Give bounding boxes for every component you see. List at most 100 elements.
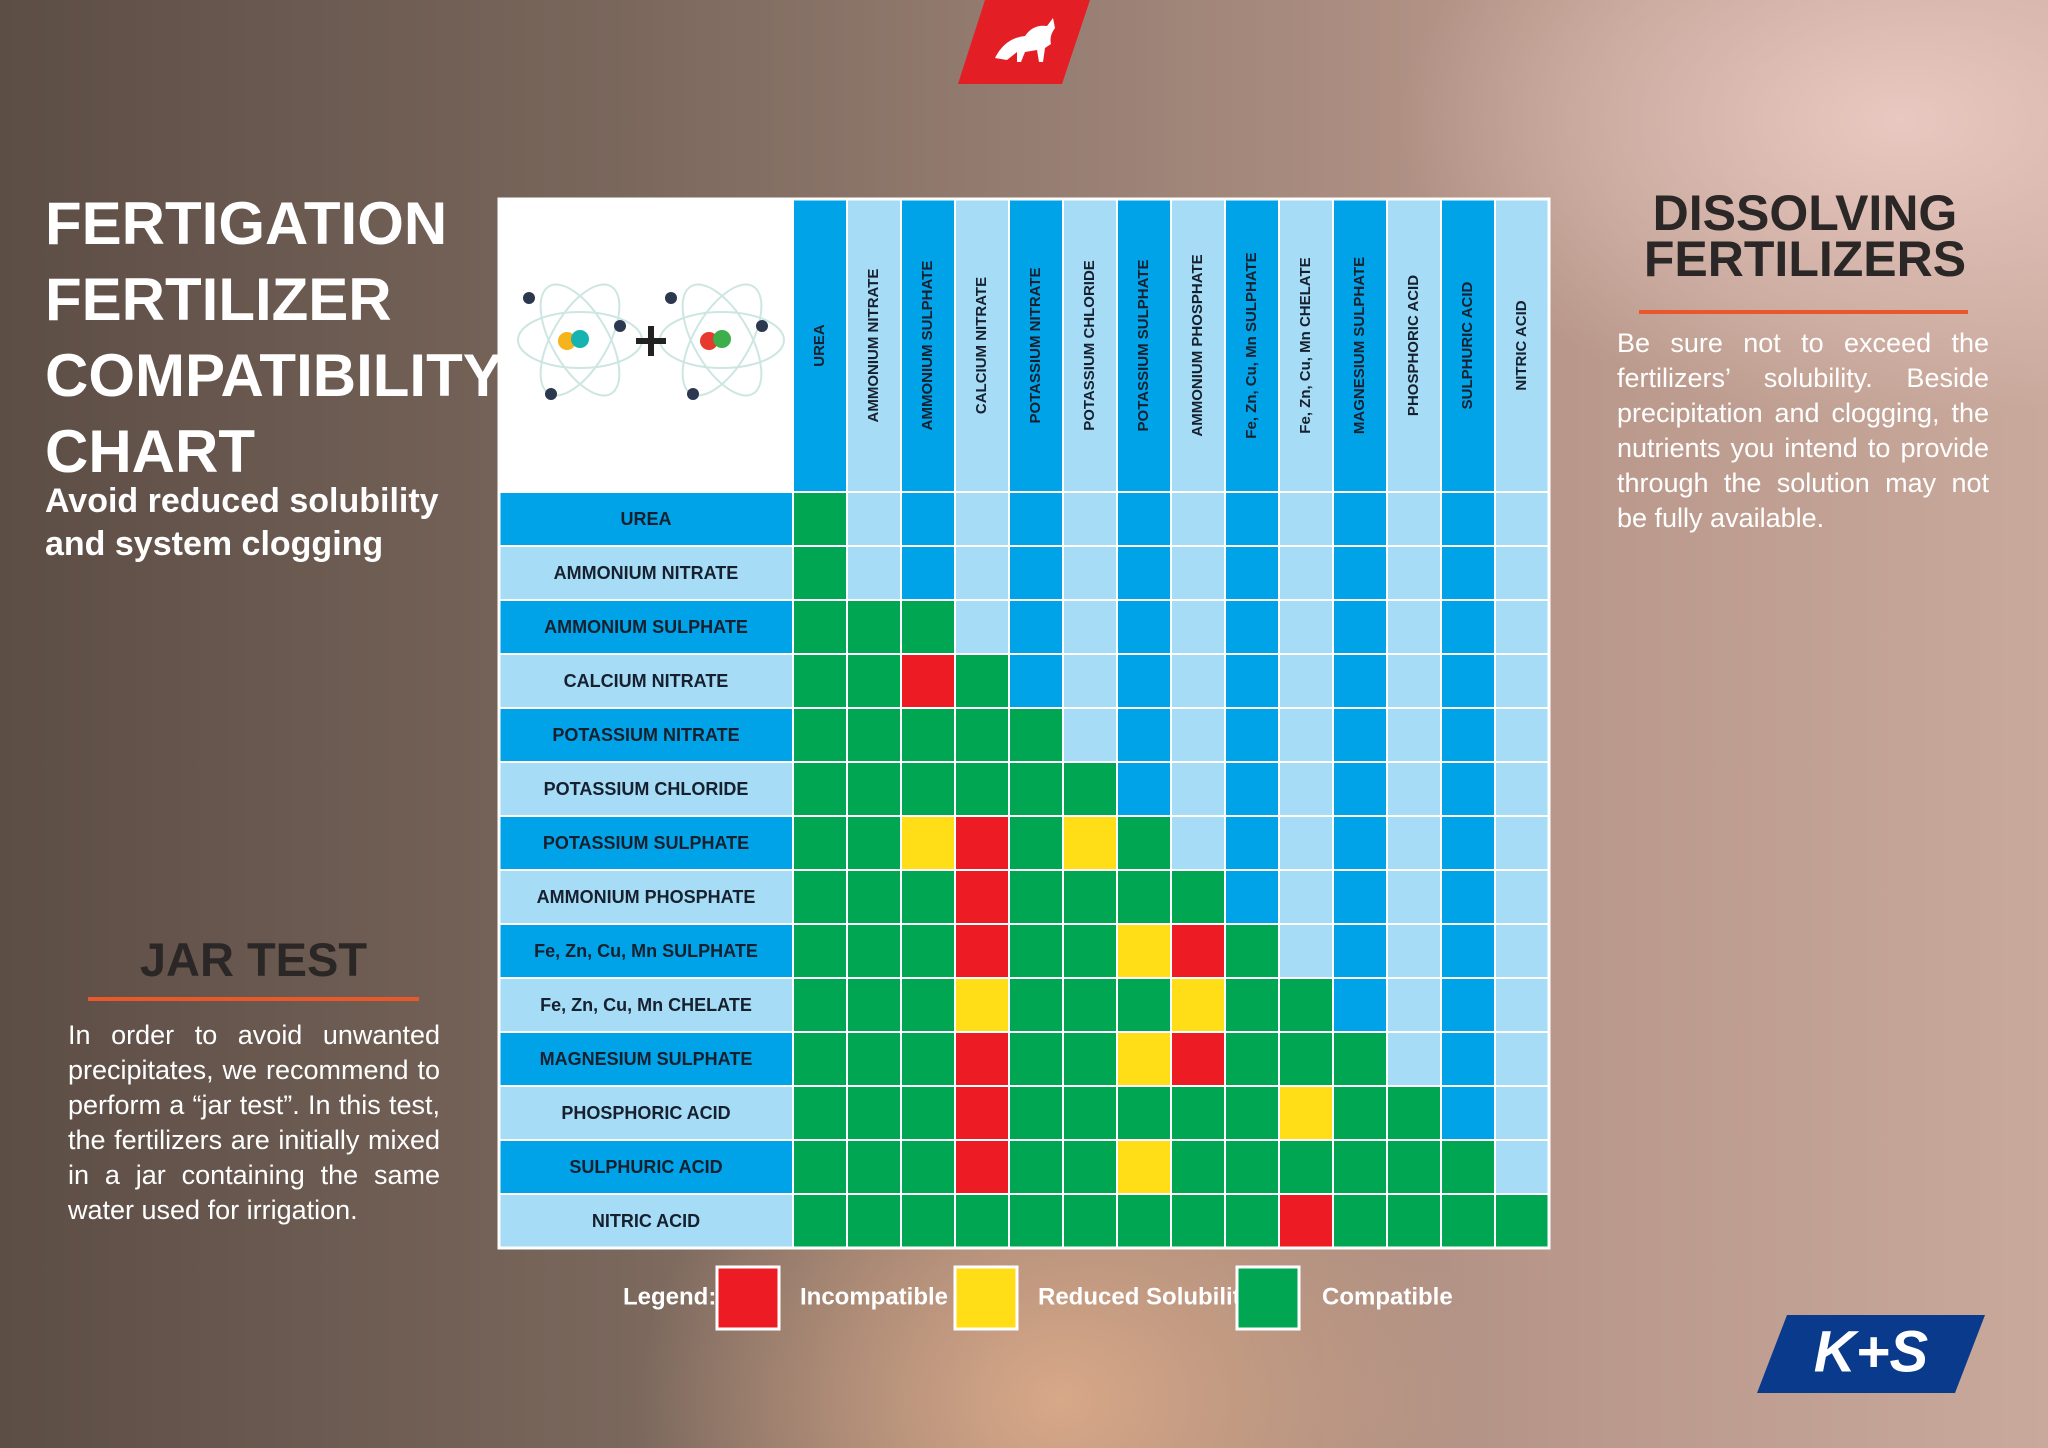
- empty-cell: [1332, 707, 1388, 763]
- empty-cell: [1494, 977, 1550, 1033]
- compatibility-cell: [792, 1139, 848, 1195]
- empty-cell: [1440, 599, 1496, 655]
- top-logo: [958, 0, 1090, 84]
- empty-cell: [1386, 491, 1442, 547]
- empty-cell: [954, 545, 1010, 601]
- empty-cell: [1170, 761, 1226, 817]
- compatibility-cell: [1170, 869, 1226, 925]
- empty-cell: [1386, 653, 1442, 709]
- empty-cell: [1062, 599, 1118, 655]
- title-line: COMPATIBILITY: [45, 342, 503, 409]
- compatibility-cell: [1008, 977, 1064, 1033]
- compatibility-cell: [1170, 1031, 1226, 1087]
- compatibility-cell: [846, 707, 902, 763]
- compatibility-cell: [792, 923, 848, 979]
- column-label: CALCIUM NITRATE: [973, 277, 990, 414]
- column-header: [792, 198, 848, 493]
- compatibility-cell: [1170, 1139, 1226, 1195]
- empty-cell: [1278, 923, 1334, 979]
- legend-swatch: [1235, 1265, 1301, 1331]
- compatibility-cell: [1170, 923, 1226, 979]
- empty-cell: [1332, 491, 1388, 547]
- compatibility-cell: [1116, 1193, 1172, 1249]
- compatibility-cell: [1170, 1193, 1226, 1249]
- row-header: [498, 761, 794, 817]
- chart-border: [497, 197, 1551, 1250]
- compatibility-cell: [1116, 923, 1172, 979]
- empty-cell: [1332, 977, 1388, 1033]
- legend-text: Incompatible: [800, 1283, 948, 1310]
- compatibility-cell: [1008, 761, 1064, 817]
- empty-cell: [1170, 599, 1226, 655]
- row-label: POTASSIUM CHLORIDE: [544, 779, 749, 799]
- compatibility-cell: [1332, 1139, 1388, 1195]
- empty-cell: [1224, 491, 1280, 547]
- compatibility-cell: [1224, 1085, 1280, 1141]
- row-label: AMMONIUM SULPHATE: [544, 617, 748, 637]
- compatibility-cell: [1062, 869, 1118, 925]
- title-line: FERTILIZER: [45, 266, 392, 333]
- compatibility-cell: [954, 1139, 1010, 1195]
- compatibility-cell: [1116, 1139, 1172, 1195]
- empty-cell: [1494, 815, 1550, 871]
- empty-cell: [846, 545, 902, 601]
- compatibility-cell: [1224, 1139, 1280, 1195]
- empty-cell: [1170, 653, 1226, 709]
- compatibility-cell: [1170, 977, 1226, 1033]
- compatibility-cell: [792, 1031, 848, 1087]
- atoms-illustration: [517, 283, 785, 400]
- empty-cell: [1170, 545, 1226, 601]
- compatibility-cell: [846, 1031, 902, 1087]
- empty-cell: [1116, 707, 1172, 763]
- compatibility-cell: [1116, 977, 1172, 1033]
- column-label: AMMONIUM SULPHATE: [919, 261, 936, 431]
- legend-text: Reduced Solubility: [1038, 1283, 1255, 1310]
- empty-cell: [1440, 1031, 1496, 1087]
- brand-logo: K+S: [1757, 1315, 1985, 1393]
- compatibility-cell: [846, 1139, 902, 1195]
- row-header: [498, 653, 794, 709]
- empty-cell: [1332, 653, 1388, 709]
- compatibility-cell: [1278, 1139, 1334, 1195]
- compatibility-cell: [1386, 1085, 1442, 1141]
- empty-cell: [1062, 707, 1118, 763]
- compatibility-cell: [954, 1193, 1010, 1249]
- title: FERTIGATION FERTILIZER COMPATIBILITY CHART: [45, 186, 503, 490]
- row-label: Fe, Zn, Cu, Mn SULPHATE: [534, 941, 758, 961]
- column-label: MAGNESIUM SULPHATE: [1351, 257, 1368, 434]
- row-label: AMMONIUM PHOSPHATE: [537, 887, 756, 907]
- compatibility-cell: [1062, 815, 1118, 871]
- compatibility-cell: [1062, 1193, 1118, 1249]
- compatibility-cell: [1278, 1193, 1334, 1249]
- column-label: PHOSPHORIC ACID: [1405, 275, 1422, 416]
- empty-cell: [1278, 599, 1334, 655]
- compatibility-cell: [1008, 1085, 1064, 1141]
- compatibility-cell: [792, 761, 848, 817]
- column-label: POTASSIUM CHLORIDE: [1081, 260, 1098, 431]
- compatibility-cell: [792, 815, 848, 871]
- row-label: CALCIUM NITRATE: [564, 671, 729, 691]
- brand: K+S: [1814, 1319, 1929, 1384]
- legend-text: Compatible: [1322, 1283, 1453, 1310]
- column-label: AMMONIUM PHOSPHATE: [1189, 254, 1206, 436]
- compatibility-cell: [1062, 923, 1118, 979]
- compatibility-cell: [900, 1031, 956, 1087]
- compatibility-cell: [846, 815, 902, 871]
- compatibility-cell: [1332, 1031, 1388, 1087]
- compatibility-cell: [1062, 1085, 1118, 1141]
- title-line: CHART: [45, 418, 255, 485]
- empty-cell: [1224, 869, 1280, 925]
- divider: [1639, 310, 1968, 314]
- empty-cell: [1440, 869, 1496, 925]
- compatibility-cell: [900, 815, 956, 871]
- row-label: UREA: [620, 509, 671, 529]
- legend-swatch: [953, 1265, 1019, 1331]
- compatibility-cell: [1440, 1139, 1496, 1195]
- column-label: NITRIC ACID: [1513, 300, 1530, 390]
- empty-cell: [1386, 707, 1442, 763]
- empty-cell: [1332, 545, 1388, 601]
- title-line: FERTIGATION: [45, 190, 448, 257]
- empty-cell: [1494, 1031, 1550, 1087]
- row-label: AMMONIUM NITRATE: [554, 563, 739, 583]
- empty-cell: [1062, 653, 1118, 709]
